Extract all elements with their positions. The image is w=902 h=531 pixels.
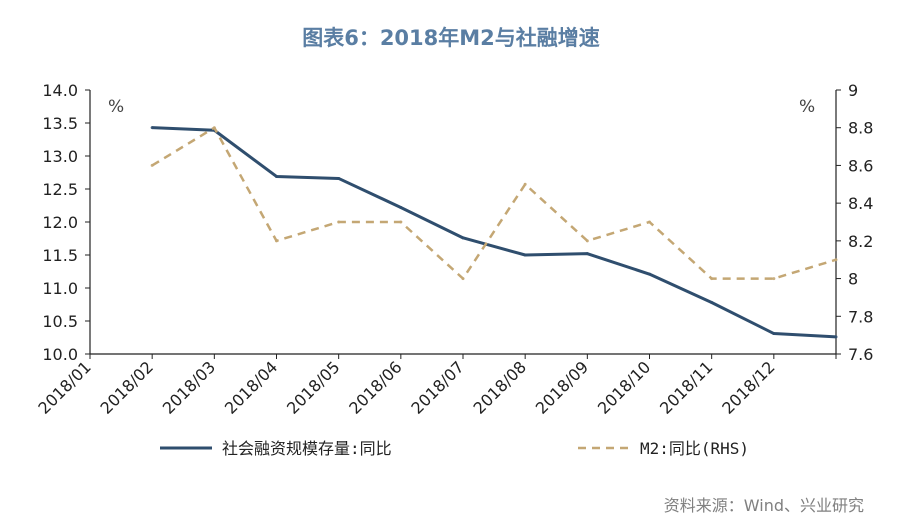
right-tick-label: 7.8	[848, 307, 873, 326]
series-point	[772, 332, 776, 336]
chart-series	[150, 126, 838, 339]
left-tick-label: 13.5	[42, 114, 78, 133]
x-tick-label: 2018/01	[34, 357, 94, 417]
left-axis-unit: %	[108, 97, 124, 117]
series-point	[710, 301, 714, 305]
right-tick-label: 8.4	[848, 194, 873, 213]
series-point	[648, 272, 651, 276]
left-tick-label: 12.5	[42, 180, 78, 199]
series-point	[523, 182, 527, 186]
x-tick-label: 2018/09	[532, 357, 592, 417]
left-tick-label: 13.0	[42, 147, 78, 166]
series-point	[337, 220, 341, 224]
left-tick-label: 10.5	[42, 312, 78, 331]
series-point	[648, 220, 651, 224]
right-tick-label: 9	[848, 81, 858, 100]
series-point	[150, 126, 154, 130]
x-tick-label: 2018/05	[283, 357, 343, 417]
chart-title: 图表6：2018年M2与社融增速	[302, 26, 600, 50]
x-tick-label: 2018/02	[97, 357, 157, 417]
series-line-m2	[151, 126, 837, 280]
left-tick-label: 11.5	[42, 246, 78, 265]
x-tick-label: 2018/08	[470, 357, 530, 417]
series-point	[834, 335, 838, 339]
left-tick-label: 12.0	[42, 213, 78, 232]
series-point	[212, 126, 216, 130]
series-line-social-financing	[152, 126, 837, 339]
right-tick-label: 8.6	[848, 156, 873, 175]
series-point	[772, 277, 776, 281]
series-point	[275, 239, 278, 243]
left-tick-label: 14.0	[42, 81, 78, 100]
series-point	[399, 205, 403, 209]
x-tick-label: 2018/12	[718, 357, 778, 417]
left-tick-label: 11.0	[42, 279, 78, 298]
x-tick-label: 2018/04	[221, 357, 281, 417]
series-point	[585, 239, 589, 243]
series-point	[461, 277, 465, 281]
series-point	[461, 236, 465, 240]
chart-axes: 10.0 10.5 11.0 11.5 12.0 12.5 13.0 13.5 14.0 7.6 7…	[34, 81, 873, 418]
right-tick-label: 8	[848, 270, 858, 289]
x-tick-label: 2018/06	[345, 357, 405, 417]
x-tick-label: 2018/11	[656, 357, 716, 417]
legend-label: M2:同比(RHS)	[640, 439, 749, 458]
x-tick-label: 2018/10	[594, 357, 654, 417]
series-point	[150, 163, 154, 167]
series-point	[275, 174, 278, 178]
right-axis-unit: %	[799, 97, 815, 117]
series-point	[834, 258, 838, 262]
series-point	[710, 277, 714, 281]
series-point	[337, 176, 341, 180]
source-note: 资料来源：Wind、兴业研究	[663, 496, 864, 515]
legend-label: 社会融资规模存量:同比	[222, 439, 392, 458]
series-point	[523, 253, 527, 257]
series-point	[399, 220, 403, 224]
left-tick-label: 10.0	[42, 345, 78, 364]
right-tick-label: 8.2	[848, 232, 873, 251]
chart-legend: 社会融资规模存量:同比 M2:同比(RHS)	[160, 439, 749, 458]
x-tick-label: 2018/07	[407, 357, 467, 417]
right-tick-label: 7.6	[848, 345, 873, 364]
x-tick-label: 2018/03	[159, 357, 219, 417]
right-tick-label: 8.8	[848, 119, 873, 138]
series-point	[585, 252, 589, 256]
